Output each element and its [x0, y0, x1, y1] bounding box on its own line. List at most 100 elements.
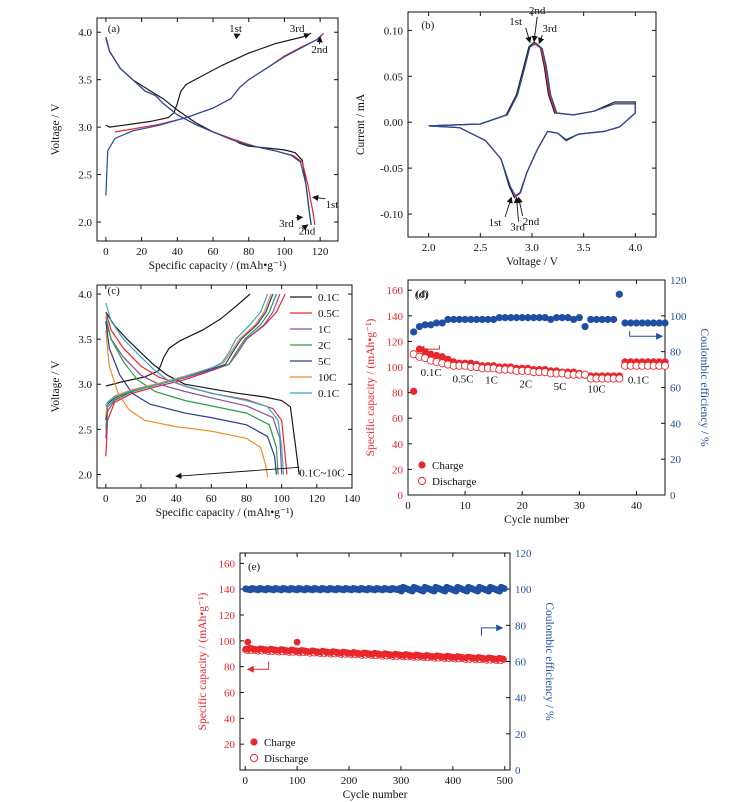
legend-discharge-label: Discharge — [432, 476, 477, 488]
efficiency-point — [530, 314, 538, 322]
efficiency-point — [547, 315, 555, 324]
series-line — [105, 293, 269, 408]
legend-charge-marker — [418, 461, 426, 469]
legend-label: 2C — [318, 340, 331, 352]
x-axis-label: Specific capacity / (mAh•g⁻¹) — [156, 507, 294, 519]
efficiency-point — [627, 319, 635, 327]
x-axis-label: Voltage / V — [506, 256, 559, 268]
y-tick-label: 4.0 — [78, 27, 92, 39]
rate-label: (d) — [415, 289, 428, 301]
annotation-label: 0.1C~10C — [299, 467, 344, 479]
y-tick-label: 2.5 — [78, 170, 92, 182]
x-tick-label: 80 — [243, 246, 255, 258]
legend-label: 0.1C — [318, 292, 339, 304]
charge-spike-point — [293, 638, 301, 646]
efficiency-axis-arrow — [629, 331, 664, 340]
rate-label: 10C — [587, 384, 605, 396]
efficiency-point — [490, 315, 498, 324]
rate-label: 0.5C — [453, 373, 474, 385]
efficiency-point — [421, 321, 429, 329]
series-line — [105, 320, 283, 475]
series-line — [105, 311, 300, 475]
annotation-label: 1st — [326, 199, 339, 211]
efficiency-point — [615, 290, 623, 298]
panel-letter: (d) — [416, 288, 429, 300]
discharge-point — [660, 361, 670, 370]
charge-point — [410, 387, 418, 395]
x-tick-label: 120 — [309, 493, 326, 505]
series-line — [105, 36, 312, 225]
y2-axis-label: Coulombic efficiency / % — [543, 602, 555, 721]
annotation-label: 2nd — [529, 5, 546, 17]
x-tick-label: 4.0 — [628, 242, 642, 254]
y-tick-label: 160 — [387, 285, 404, 297]
y2-tick-label: 0 — [515, 765, 521, 777]
y-tick-label: 2.0 — [78, 469, 92, 481]
efficiency-point — [604, 315, 612, 324]
series-line — [114, 32, 325, 133]
y-tick-label: 140 — [219, 584, 236, 596]
series-line — [105, 293, 251, 387]
y-tick-label: 2.5 — [78, 424, 92, 436]
efficiency-point — [524, 314, 532, 322]
y-axis-label: Voltage / V — [50, 103, 62, 156]
x-tick-label: 80 — [241, 493, 253, 505]
efficiency-point — [621, 319, 629, 327]
y-tick-label: 3.5 — [78, 334, 92, 346]
efficiency-point — [558, 314, 566, 322]
series-2C-3 — [105, 293, 279, 475]
annotation-arrow — [513, 196, 521, 222]
charge-spike-point — [244, 638, 252, 646]
annotation-arrow — [303, 32, 311, 39]
efficiency-point — [535, 314, 543, 322]
rate-label: 5C — [554, 381, 567, 393]
efficiency-axis-arrow — [480, 624, 504, 636]
legend-label: 0.5C — [318, 308, 339, 320]
legend: Charge Discharge — [417, 460, 477, 488]
panel-c: 0 20 40 60 80 100 120 140 2.0 2.5 3.0 3.5 4.0 Specifi… — [50, 284, 361, 519]
annotation-arrow — [538, 35, 545, 45]
annotation-arrow — [516, 196, 524, 217]
annotation-arrow — [175, 466, 300, 480]
efficiency-point — [575, 314, 583, 322]
panel-d: 0 10 20 30 40 0 20 40 60 80 100 120 140 160 Cycle numb… — [365, 275, 710, 526]
annotation-label: 2nd — [299, 225, 316, 237]
y-axis-label: Current / mA — [355, 93, 367, 155]
efficiency-point — [467, 315, 475, 324]
y-tick-label: 0 — [398, 490, 404, 502]
x-axis-label: Specific capacity / (mAh•g⁻¹) — [149, 260, 287, 272]
annotation-label: 2nd — [523, 216, 540, 228]
y-tick-label: 60 — [224, 688, 236, 700]
x-tick-label: 0 — [242, 775, 248, 787]
efficiency-point — [581, 322, 589, 331]
charge-axis-arrow — [246, 661, 270, 673]
legend-discharge-label: Discharge — [264, 753, 309, 765]
efficiency-point — [649, 319, 658, 327]
annotation-arrow — [525, 27, 532, 44]
series-line — [105, 34, 323, 196]
efficiency-point — [518, 314, 526, 322]
y2-tick-label: 60 — [670, 383, 682, 395]
series-line — [105, 330, 269, 478]
efficiency-point — [541, 314, 549, 322]
efficiency-point — [484, 315, 492, 324]
y2-tick-label: 120 — [515, 548, 532, 560]
series-line — [105, 38, 312, 225]
y-tick-label: 0.05 — [384, 71, 404, 83]
efficiency-point — [450, 315, 458, 324]
y2-tick-label: 40 — [670, 418, 682, 430]
y-tick-label: 40 — [224, 713, 236, 725]
y-tick-label: 3.0 — [78, 122, 92, 134]
legend-charge-marker — [250, 738, 258, 746]
efficiency-point — [632, 319, 641, 327]
charge-point — [500, 655, 507, 663]
y2-tick-label: 60 — [515, 657, 527, 669]
efficiency-point — [444, 315, 452, 324]
annotation-label: 2nd — [311, 44, 328, 56]
x-tick-label: 500 — [497, 775, 514, 787]
annotation-label: 1st — [229, 23, 242, 35]
x-tick-label: 3.5 — [577, 242, 591, 254]
series-line — [105, 32, 312, 128]
x-tick-label: 140 — [344, 493, 361, 505]
